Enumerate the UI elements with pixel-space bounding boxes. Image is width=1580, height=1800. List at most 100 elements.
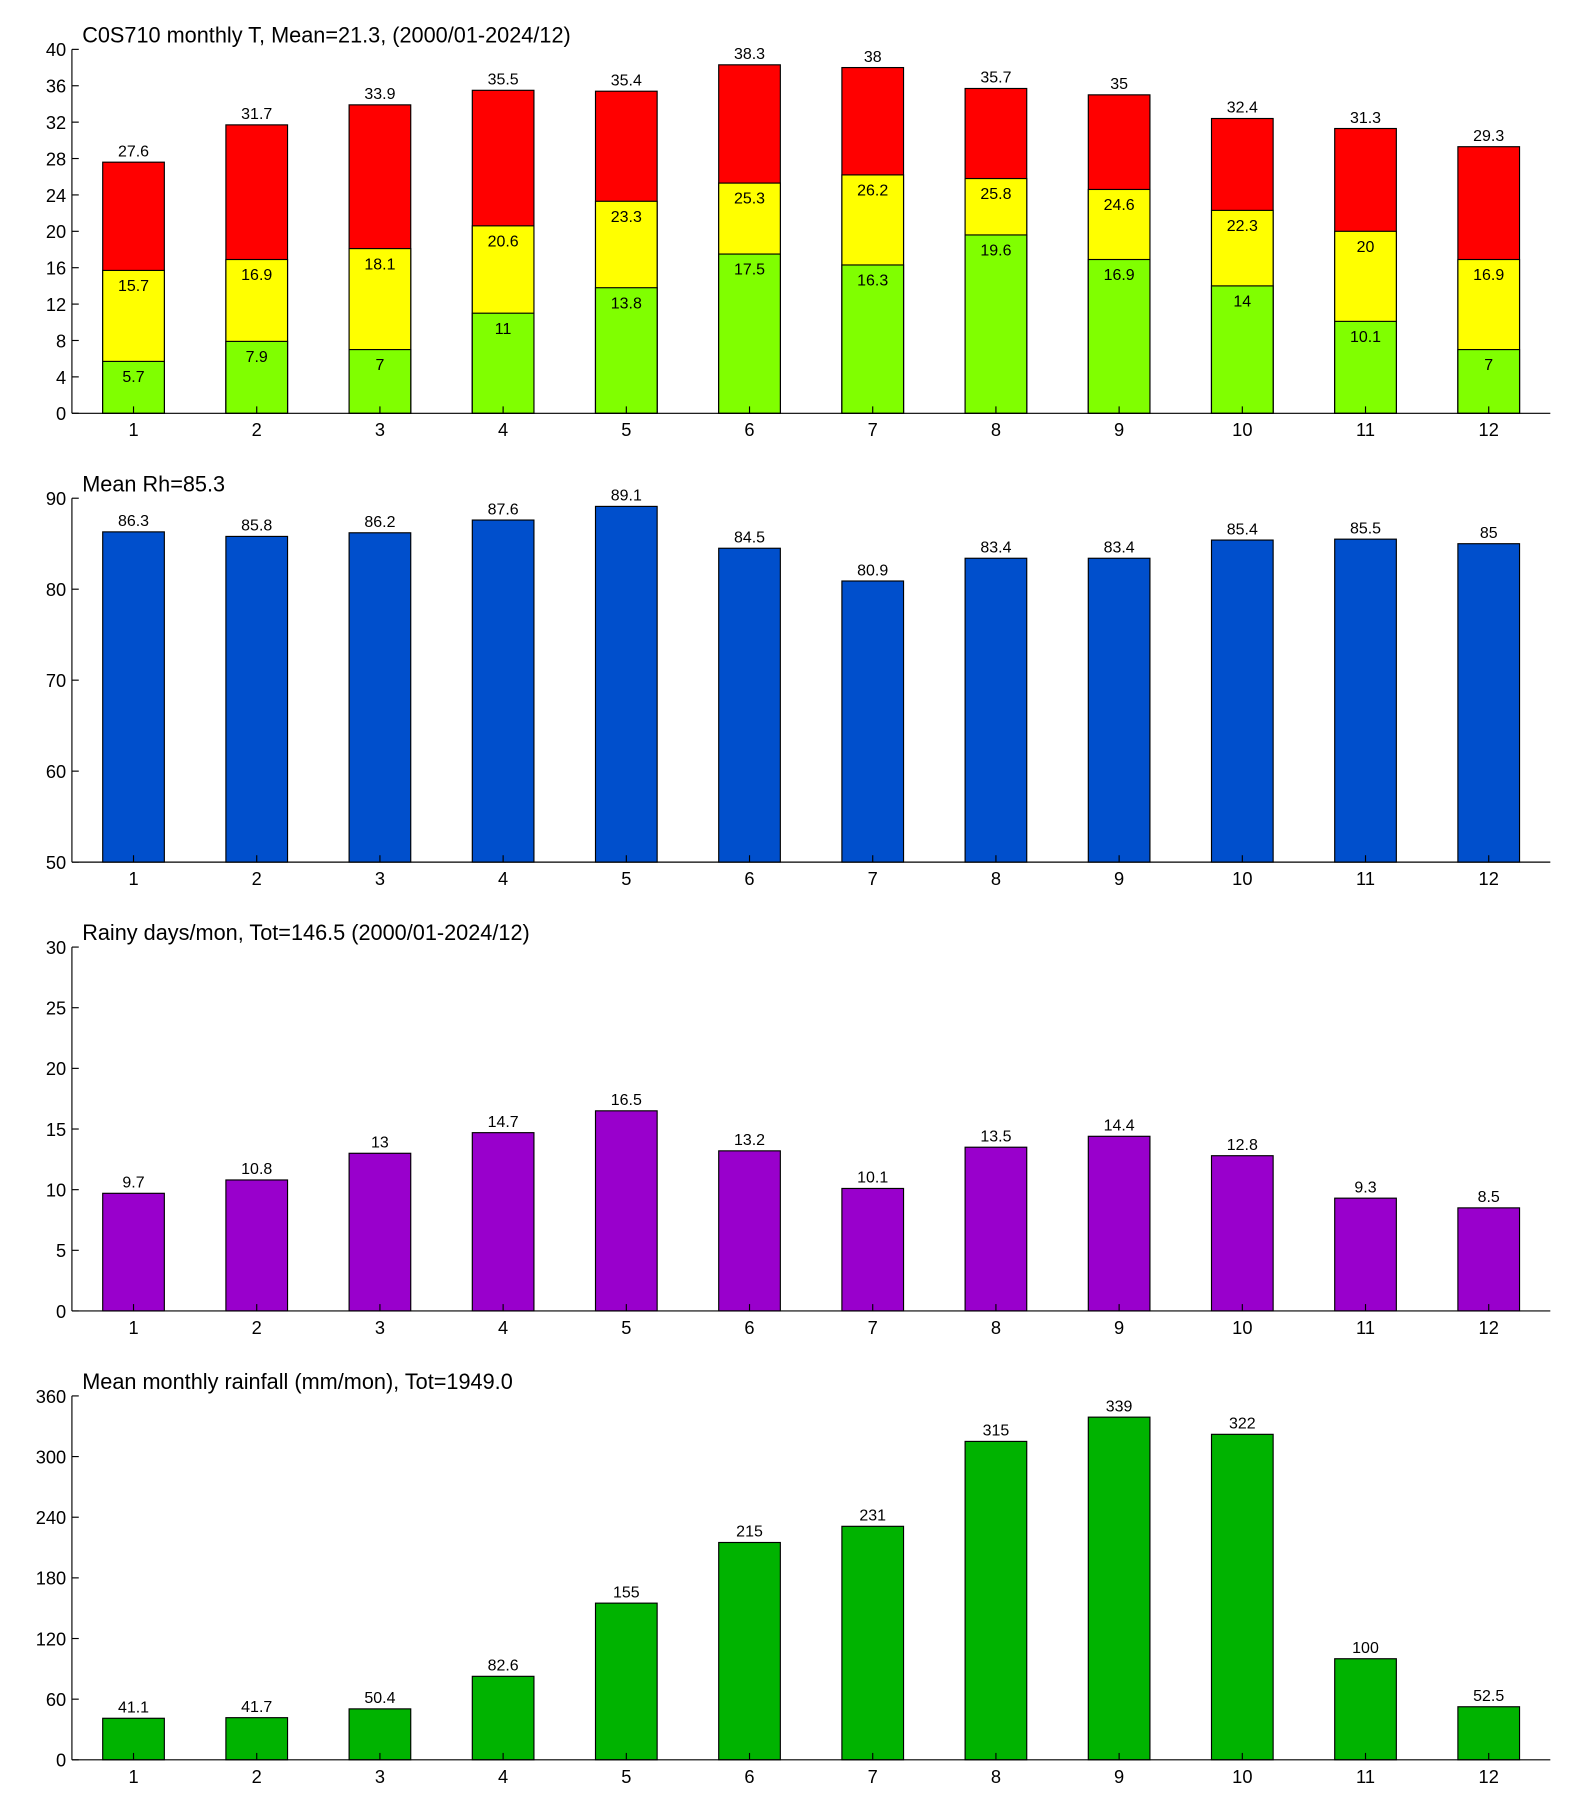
x-tick-label: 1 <box>128 868 138 889</box>
x-tick-label: 8 <box>991 868 1001 889</box>
y-tick-label: 30 <box>46 937 66 958</box>
x-tick-label: 7 <box>868 419 878 440</box>
x-tick-label: 2 <box>252 1317 262 1338</box>
x-tick-label: 2 <box>252 1766 262 1787</box>
bar <box>471 312 535 414</box>
y-tick-label: 20 <box>46 1058 66 1079</box>
y-tick-label: 5 <box>56 1240 66 1261</box>
value-label: 33.9 <box>364 85 395 103</box>
value-label: 7 <box>1484 356 1493 374</box>
bar <box>1457 1207 1521 1312</box>
chart-title: C0S710 monthly T, Mean=21.3, (2000/01-20… <box>82 22 571 47</box>
value-label: 80.9 <box>857 561 888 579</box>
value-label: 14.4 <box>1104 1117 1135 1135</box>
x-tick-label: 2 <box>252 419 262 440</box>
value-label: 215 <box>736 1523 763 1541</box>
value-label: 35.5 <box>488 71 519 89</box>
value-label: 83.4 <box>980 538 1011 556</box>
y-tick-label: 60 <box>46 761 66 782</box>
y-tick-label: 0 <box>56 1750 66 1771</box>
y-tick-label: 80 <box>46 579 66 600</box>
x-tick-label: 5 <box>621 419 631 440</box>
bar <box>964 557 1028 863</box>
bar <box>1457 1706 1521 1761</box>
x-tick-label: 8 <box>991 1317 1001 1338</box>
value-label: 86.2 <box>364 513 395 531</box>
chart-title: Mean monthly rainfall (mm/mon), Tot=1949… <box>82 1369 513 1394</box>
bar <box>1210 1433 1274 1761</box>
bar <box>348 532 412 863</box>
x-tick-label: 10 <box>1232 868 1252 889</box>
x-tick-label: 3 <box>375 868 385 889</box>
value-label: 12.8 <box>1227 1136 1258 1154</box>
value-label: 10.8 <box>241 1160 272 1178</box>
bar <box>1334 1658 1397 1761</box>
value-label: 35.4 <box>611 71 642 89</box>
y-tick-label: 0 <box>56 403 66 424</box>
x-tick-label: 9 <box>1114 1766 1124 1787</box>
bar <box>594 1602 658 1761</box>
value-label: 14 <box>1233 293 1251 311</box>
bar <box>225 1717 289 1761</box>
value-label: 31.3 <box>1350 109 1381 127</box>
bar <box>1210 285 1274 414</box>
x-tick-label: 4 <box>498 868 508 889</box>
bar <box>1087 1416 1151 1761</box>
y-tick-label: 240 <box>36 1507 66 1528</box>
value-label: 25.3 <box>734 190 765 208</box>
x-tick-label: 11 <box>1356 1317 1375 1338</box>
y-tick-label: 300 <box>36 1446 66 1467</box>
value-label: 16.5 <box>611 1091 642 1109</box>
bar <box>964 1440 1028 1761</box>
x-tick-label: 4 <box>498 1766 508 1787</box>
x-tick-label: 12 <box>1479 868 1499 889</box>
x-tick-label: 10 <box>1232 1317 1252 1338</box>
x-tick-label: 11 <box>1356 419 1375 440</box>
y-tick-label: 70 <box>46 670 66 691</box>
value-label: 87.6 <box>488 500 519 518</box>
bar <box>1210 1155 1274 1312</box>
value-label: 23.3 <box>611 208 642 226</box>
y-tick-label: 20 <box>46 221 66 242</box>
value-label: 13.8 <box>611 294 642 312</box>
value-label: 11 <box>495 320 512 338</box>
bar <box>1087 557 1151 863</box>
value-label: 18.1 <box>364 255 395 273</box>
value-label: 15.7 <box>118 277 149 295</box>
value-label: 26.2 <box>857 182 888 200</box>
value-label: 29.3 <box>1473 127 1504 145</box>
value-label: 155 <box>613 1583 640 1601</box>
y-tick-label: 40 <box>46 39 66 60</box>
value-label: 100 <box>1352 1639 1379 1657</box>
value-label: 50.4 <box>364 1689 395 1707</box>
bar <box>348 1152 412 1312</box>
value-label: 85.8 <box>241 517 272 535</box>
x-tick-label: 10 <box>1232 419 1252 440</box>
value-label: 35 <box>1110 75 1128 93</box>
value-label: 20 <box>1357 238 1375 256</box>
bar <box>1087 1135 1151 1312</box>
value-label: 315 <box>983 1422 1010 1440</box>
value-label: 85.4 <box>1227 520 1258 538</box>
x-tick-label: 9 <box>1114 868 1124 889</box>
bar <box>102 1717 165 1761</box>
bar <box>102 1192 165 1312</box>
x-tick-label: 3 <box>375 1766 385 1787</box>
bar <box>841 580 905 863</box>
value-label: 82.6 <box>488 1657 519 1675</box>
bar <box>964 1146 1028 1312</box>
y-tick-label: 60 <box>46 1689 66 1710</box>
value-label: 31.7 <box>241 105 272 123</box>
value-label: 27.6 <box>118 142 149 160</box>
value-label: 16.9 <box>1104 266 1135 284</box>
value-label: 13.5 <box>980 1127 1011 1145</box>
y-tick-label: 50 <box>46 852 66 873</box>
value-label: 25.8 <box>980 185 1011 203</box>
value-label: 89.1 <box>611 487 642 505</box>
value-label: 9.7 <box>122 1174 144 1192</box>
x-tick-label: 11 <box>1356 1766 1375 1787</box>
bar <box>1334 1197 1397 1312</box>
bar <box>102 531 165 863</box>
y-tick-label: 25 <box>46 998 66 1019</box>
value-label: 86.3 <box>118 512 149 530</box>
